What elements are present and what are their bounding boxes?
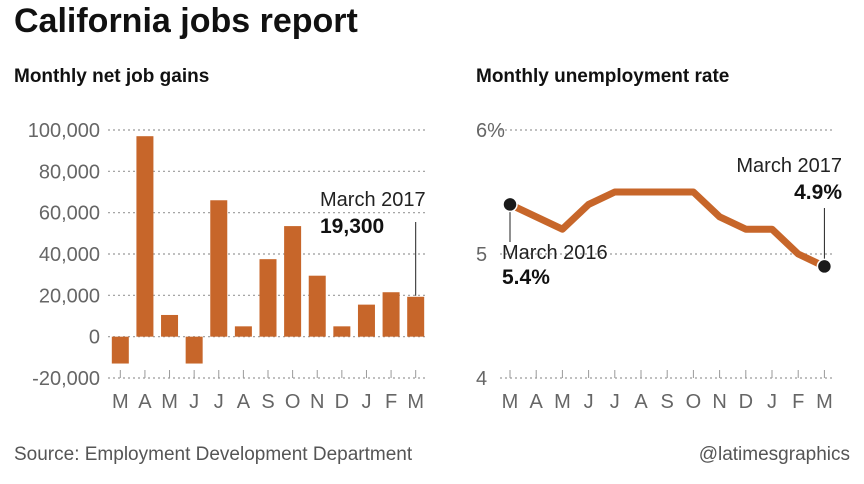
source-note: Source: Employment Development Departmen… [14, 444, 413, 465]
bar-y-tick-label: 0 [89, 327, 100, 349]
bar-x-tick-label: J [361, 391, 371, 413]
line-x-tick-label: F [792, 391, 804, 413]
bar-10 [357, 304, 375, 337]
bar-x-tick-label: O [285, 391, 301, 413]
bar-y-tick-label: 40,000 [39, 244, 100, 266]
line-x-tick-label: M [816, 391, 833, 413]
line-x-tick-label: M [502, 391, 519, 413]
bar-y-tick-label: 20,000 [39, 285, 100, 307]
bar-x-tick-label: M [112, 391, 129, 413]
bar-0 [111, 336, 129, 364]
bar-chart-title: Monthly net job gains [14, 66, 209, 87]
line-x-tick-label: J [584, 391, 594, 413]
bar-annotation-label: March 2017 [320, 189, 426, 211]
bar-y-tick-label: 100,000 [28, 120, 100, 142]
bar-5 [234, 326, 252, 337]
bar-8 [308, 275, 326, 337]
bar-1 [136, 136, 154, 337]
bar-11 [382, 292, 400, 337]
bar-2 [161, 314, 179, 337]
line-y-tick-label: 6% [476, 120, 505, 142]
line-chart-title: Monthly unemployment rate [476, 66, 729, 87]
start-point-marker [502, 196, 518, 213]
charts-canvas: Monthly net job gains Monthly unemployme… [14, 66, 842, 413]
bar-3 [185, 336, 203, 364]
line-x-tick-label: O [686, 391, 702, 413]
bar-chart: -20,000 0 20,000 40,000 60,000 80,000 100,000 M… [28, 120, 428, 413]
bar-x-tick-label: F [385, 391, 397, 413]
bar-x-tick-label: J [189, 391, 199, 413]
bar-4 [210, 200, 228, 337]
page-title: California jobs report [14, 2, 358, 40]
line-annotation-start-label: March 2016 [502, 242, 608, 264]
line-x-tick-label: M [554, 391, 571, 413]
line-x-tick-label: A [530, 391, 544, 413]
bar-x-tick-label: A [237, 391, 251, 413]
bar-6 [259, 259, 277, 337]
bar-12 [407, 296, 425, 337]
line-y-tick-label: 4 [476, 368, 487, 390]
bar-annotation-value: 19,300 [320, 215, 384, 238]
line-x-tick-label: D [739, 391, 753, 413]
line-annotation-start-value: 5.4% [502, 266, 550, 289]
line-x-tick-label: J [610, 391, 620, 413]
line-x-tick-label: J [767, 391, 777, 413]
bar-x-tick-label: D [335, 391, 349, 413]
bar-x-tick-label: A [138, 391, 152, 413]
bar-x-tick-label: M [161, 391, 178, 413]
bar-y-tick-label: 80,000 [39, 161, 100, 183]
line-x-tick-label: S [661, 391, 674, 413]
bar-x-tick-label: J [214, 391, 224, 413]
line-annotation-end-label: March 2017 [736, 155, 842, 177]
end-point-marker [816, 258, 833, 275]
line-y-tick-label: 5 [476, 244, 487, 266]
bar-9 [333, 326, 351, 337]
credit-note: @latimesgraphics [698, 444, 850, 465]
line-annotation-end-value: 4.9% [794, 181, 842, 204]
bar-x-tick-label: S [261, 391, 274, 413]
bar-y-tick-label: 60,000 [39, 203, 100, 225]
bar-y-tick-label: -20,000 [32, 368, 100, 390]
line-x-tick-label: A [634, 391, 648, 413]
bar-7 [284, 226, 302, 337]
line-x-tick-label: N [712, 391, 726, 413]
bar-x-tick-label: M [407, 391, 424, 413]
bar-x-tick-label: N [310, 391, 324, 413]
